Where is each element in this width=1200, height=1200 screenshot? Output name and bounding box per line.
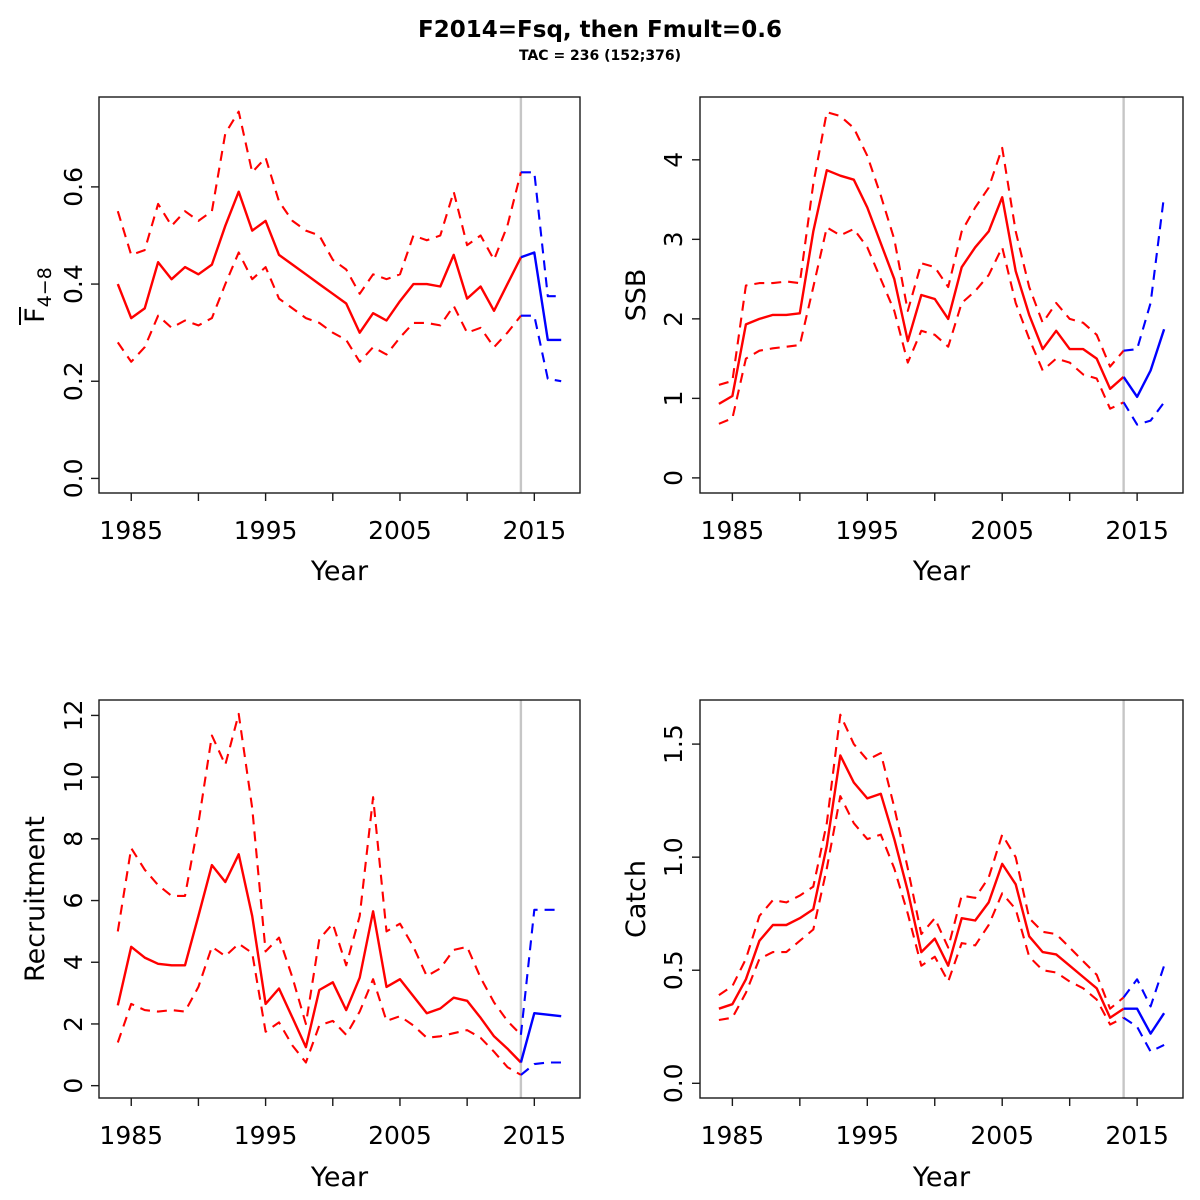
recruitment-lower-ci-projection-line	[520, 1061, 562, 1076]
y-tick-label: 0.2	[59, 361, 88, 401]
x-tick-label: 2015	[1105, 1121, 1169, 1150]
fbar-median-historical-line	[116, 190, 522, 334]
catch-upper-ci-projection-line	[1122, 965, 1166, 1008]
y-axis-title: SSB	[621, 269, 652, 322]
x-tick-label: 1985	[701, 1121, 765, 1150]
fbar-lower-ci-projection-line	[520, 314, 562, 383]
y-axis-title-text: Recruitment	[20, 816, 51, 982]
x-tick-label: 2005	[970, 1121, 1034, 1150]
fbar-plot-box	[98, 96, 581, 494]
recruitment-upper-ci-historical-line	[116, 712, 522, 1036]
y-tick-label: 0.0	[659, 1063, 688, 1103]
recruitment-lower-ci-historical-line	[116, 942, 522, 1076]
x-tick-label: 1985	[99, 516, 163, 545]
x-axis-title: Year	[310, 556, 369, 587]
y-tick-label: 4	[659, 152, 688, 168]
y-tick-label: 3	[659, 231, 688, 247]
fbar-lower-ci-historical-line	[116, 251, 522, 363]
x-tick-label: 2015	[503, 1121, 567, 1150]
y-axis-title-text: F4−8	[20, 267, 56, 323]
x-tick-label: 1985	[701, 516, 765, 545]
y-tick-label: 0	[59, 1078, 88, 1094]
figure-subtitle: TAC = 236 (152;376)	[519, 48, 681, 64]
ssb-plot-box	[699, 96, 1184, 494]
y-tick-label: 10	[59, 761, 88, 793]
y-axis-title: Recruitment	[20, 816, 51, 982]
recruitment-median-projection-line	[519, 1012, 562, 1063]
catch-lower-ci-historical-line	[718, 795, 1125, 1026]
x-tick-label: 1985	[99, 1121, 163, 1150]
catch-lower-ci-projection-line	[1123, 1016, 1165, 1053]
x-tick-label: 1995	[234, 516, 298, 545]
figure-title: F2014=Fsq, then Fmult=0.6	[418, 17, 782, 43]
catch-plot-box	[699, 699, 1184, 1099]
x-tick-label: 2005	[970, 516, 1034, 545]
y-tick-label: 2	[59, 1016, 88, 1032]
panel-catch: 1985 1995 2005 2015 0.0 0.5 1.0 1.5 Year Catch	[621, 699, 1184, 1193]
x-tick-label: 2005	[368, 516, 432, 545]
catch-upper-ci-historical-line	[718, 713, 1125, 1010]
x-tick-label: 2005	[368, 1121, 432, 1150]
y-tick-label: 6	[59, 893, 88, 909]
catch-median-historical-line	[718, 754, 1125, 1019]
y-tick-label: 1.5	[659, 724, 688, 764]
panel-recruitment: 1985 1995 2005 2015 0 2 4 6 8 10 12 Year Recruitment	[20, 699, 581, 1193]
fbar-median-projection-line	[520, 251, 562, 342]
y-tick-label: 0.5	[659, 950, 688, 990]
x-axis-title: Year	[310, 1162, 369, 1193]
x-axis-title: Year	[912, 1162, 971, 1193]
recruitment-upper-ci-projection-line	[519, 908, 562, 1035]
ssb-lower-ci-historical-line	[718, 226, 1125, 425]
y-tick-label: 0	[659, 470, 688, 486]
y-tick-label: 12	[59, 699, 88, 731]
ssb-lower-ci-projection-line	[1122, 401, 1165, 426]
x-tick-label: 1995	[234, 1121, 298, 1150]
recruitment-plot-box	[98, 699, 581, 1099]
y-tick-label: 4	[59, 954, 88, 970]
fbar-upper-ci-projection-line	[520, 171, 562, 298]
y-tick-label: 0.0	[59, 459, 88, 499]
y-tick-label: 1	[659, 390, 688, 406]
fbar-upper-ci-historical-line	[116, 110, 522, 295]
ssb-median-historical-line	[718, 168, 1125, 405]
y-axis-title-text: Catch	[621, 860, 652, 938]
recruitment-median-historical-line	[116, 853, 522, 1064]
y-tick-label: 0.6	[59, 167, 88, 207]
y-axis-title-text: SSB	[621, 269, 652, 322]
y-tick-label: 2	[659, 311, 688, 327]
y-axis-title: F4−8	[19, 267, 56, 325]
ssb-median-projection-line	[1122, 328, 1166, 398]
y-tick-label: 0.4	[59, 264, 88, 304]
panel-ssb: 1985 1995 2005 2015 0 1 2 3 4 Year SSB	[621, 96, 1184, 587]
y-axis-title: Catch	[621, 860, 652, 938]
x-tick-label: 2015	[503, 516, 567, 545]
ssb-upper-ci-historical-line	[718, 111, 1125, 386]
ssb-upper-ci-projection-line	[1123, 195, 1166, 352]
x-tick-label: 1995	[835, 1121, 899, 1150]
y-tick-label: 1.0	[659, 837, 688, 877]
panel-fbar: 1985 1995 2005 2015 0.0 0.2 0.4 0.6 Year F4−8	[19, 96, 581, 587]
y-tick-label: 8	[59, 831, 88, 847]
x-axis-title: Year	[912, 556, 971, 587]
catch-median-projection-line	[1123, 1007, 1166, 1035]
x-tick-label: 2015	[1105, 516, 1169, 545]
x-tick-label: 1995	[835, 516, 899, 545]
